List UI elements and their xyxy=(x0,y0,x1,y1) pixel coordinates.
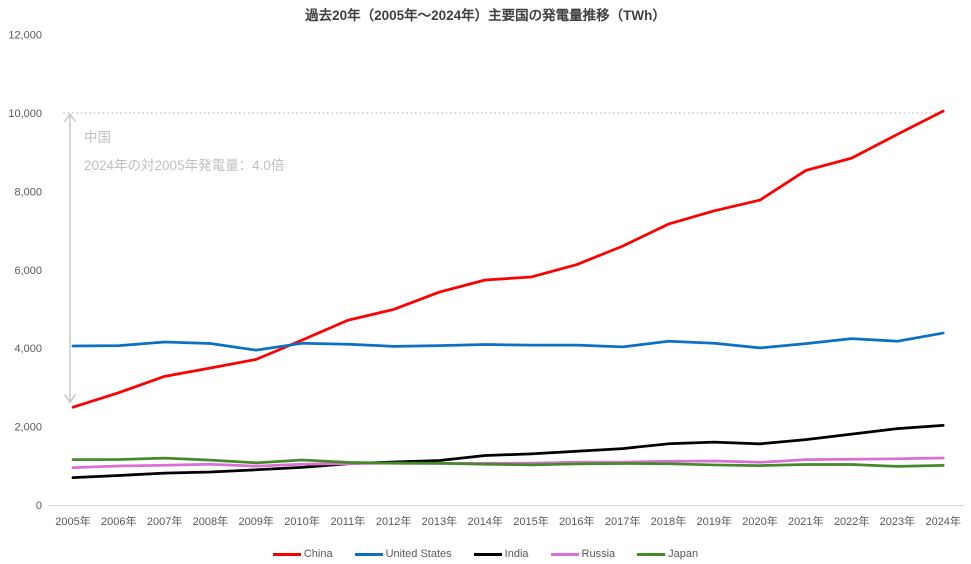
x-tick-label: 2011年 xyxy=(330,514,365,528)
legend-swatch-united-states xyxy=(354,552,383,556)
x-tick-label: 2023年 xyxy=(880,514,915,528)
y-tick-label: 8,000 xyxy=(14,186,42,198)
x-tick-label: 2019年 xyxy=(696,514,731,528)
x-tick-label: 2013年 xyxy=(422,514,457,528)
series-line-united-states xyxy=(71,331,945,352)
series-line-japan xyxy=(71,456,945,468)
y-tick-label: 12,000 xyxy=(8,30,42,42)
x-tick-label: 2007年 xyxy=(147,514,182,528)
legend-label-russia: Russia xyxy=(581,548,616,560)
legend-item-india: India xyxy=(473,548,529,560)
x-tick-label: 2014年 xyxy=(467,514,502,528)
y-tick-label: 10,000 xyxy=(8,108,42,120)
x-tick-label: 2010年 xyxy=(284,514,319,528)
x-tick-label: 2021年 xyxy=(788,514,823,528)
x-tick-label: 2020年 xyxy=(742,514,777,528)
x-tick-label: 2012年 xyxy=(376,514,411,528)
series-line-india xyxy=(71,424,945,479)
x-tick-label: 2005年 xyxy=(55,514,90,528)
legend-label-india: India xyxy=(504,548,529,560)
x-tick-label: 2017年 xyxy=(605,514,640,528)
legend-item-united-states: United States xyxy=(354,548,452,560)
legend-item-china: China xyxy=(272,548,333,560)
legend-swatch-china xyxy=(272,552,301,556)
y-tick-label: 2,000 xyxy=(14,422,42,434)
x-tick-label: 2018年 xyxy=(651,514,686,528)
growth-arrow-head-down xyxy=(63,393,77,404)
x-tick-label: 2016年 xyxy=(559,514,594,528)
x-tick-label: 2009年 xyxy=(238,514,273,528)
y-tick-label: 0 xyxy=(36,500,42,512)
y-tick-label: 4,000 xyxy=(14,343,42,355)
legend-item-japan: Japan xyxy=(637,548,698,560)
annotation-growth-text: 2024年の対2005年発電量：4.0倍 xyxy=(84,158,285,173)
legend-swatch-japan xyxy=(637,552,666,556)
annotation: 中国 2024年の対2005年発電量：4.0倍 xyxy=(84,124,284,180)
legend-label-united-states: United States xyxy=(385,548,452,560)
annotation-country-label: 中国 xyxy=(84,130,111,145)
legend: China United States India Russia Japan xyxy=(0,548,971,560)
series-line-china xyxy=(71,109,945,409)
legend-label-china: China xyxy=(303,548,333,560)
x-tick-label: 2015年 xyxy=(513,514,548,528)
legend-swatch-russia xyxy=(550,552,579,556)
x-tick-label: 2022年 xyxy=(834,514,869,528)
x-tick-label: 2006年 xyxy=(101,514,136,528)
y-tick-label: 6,000 xyxy=(14,265,42,277)
growth-arrow-head-up xyxy=(63,112,77,123)
legend-swatch-india xyxy=(473,552,502,556)
chart-title: 過去20年（2005年～2024年）主要国の発電量推移（TWh） xyxy=(305,8,666,23)
legend-label-japan: Japan xyxy=(668,548,699,560)
x-tick-label: 2024年 xyxy=(925,514,960,528)
legend-item-russia: Russia xyxy=(550,548,616,560)
x-tick-label: 2008年 xyxy=(193,514,228,528)
